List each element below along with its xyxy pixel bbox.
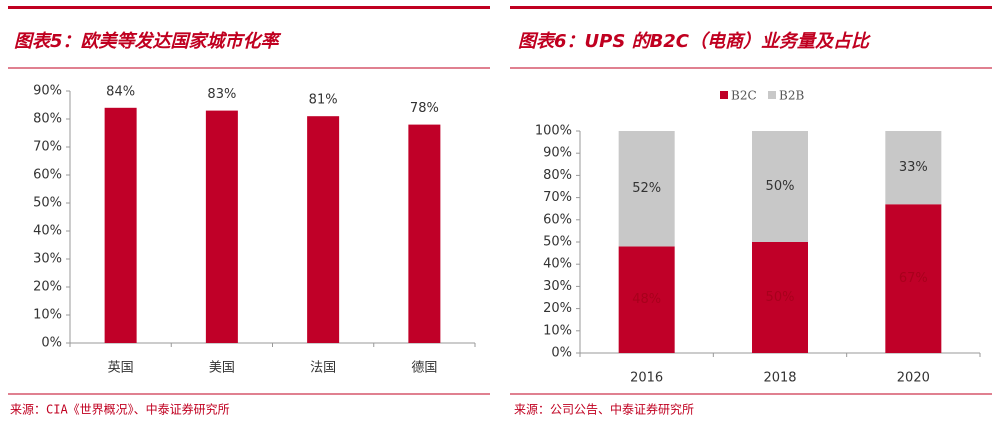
x-tick-label: 2020: [897, 371, 930, 386]
y-tick-label: 0%: [41, 336, 62, 351]
bar: [408, 124, 441, 343]
bar-segment: [618, 131, 675, 247]
top-rule: [8, 6, 490, 9]
bar-segment: [618, 246, 675, 353]
y-tick-label: 50%: [543, 235, 572, 250]
top-rule: [510, 6, 992, 9]
y-tick-label: 40%: [33, 224, 62, 239]
data-label: 83%: [207, 87, 236, 102]
y-tick-label: 60%: [33, 168, 62, 183]
y-tick-label: 20%: [543, 301, 572, 316]
data-label: 67%: [899, 271, 928, 286]
data-label: 48%: [632, 292, 661, 307]
y-tick-label: 70%: [543, 190, 572, 205]
y-tick-label: 30%: [33, 252, 62, 267]
chart-title: 图表5：欧美等发达国家城市化率: [14, 31, 282, 52]
y-tick-label: 20%: [33, 280, 62, 295]
x-tick-label: 美国: [209, 361, 235, 376]
legend-swatch: [720, 91, 728, 99]
bar-segment: [752, 131, 808, 242]
bar: [104, 107, 137, 343]
y-tick-label: 100%: [535, 124, 572, 139]
legend-swatch: [768, 91, 776, 99]
x-tick-label: 德国: [411, 361, 437, 376]
source: 来源：CIA《世界概况》、中泰证券研究所: [10, 402, 230, 417]
y-tick-label: 60%: [543, 212, 572, 227]
y-tick-label: 90%: [33, 84, 62, 99]
bar-segment: [752, 242, 808, 353]
y-tick-label: 50%: [33, 196, 62, 211]
y-tick-label: 80%: [33, 112, 62, 127]
legend-label: B2B: [779, 89, 804, 103]
y-tick-label: 10%: [543, 323, 572, 338]
bar-segment: [885, 131, 942, 205]
y-tick-label: 10%: [33, 308, 62, 323]
y-tick-label: 40%: [543, 257, 572, 272]
chart-title: 图表6：UPS 的B2C（电商）业务量及占比: [518, 31, 871, 52]
data-label: 84%: [106, 84, 135, 99]
data-label: 50%: [766, 290, 795, 305]
data-label: 33%: [899, 160, 928, 175]
data-label: 52%: [632, 181, 661, 196]
y-tick-label: 80%: [543, 168, 572, 183]
x-tick-label: 2018: [763, 371, 796, 386]
source: 来源：公司公告、中泰证券研究所: [514, 402, 694, 417]
y-tick-label: 90%: [543, 146, 572, 161]
bar-segment: [885, 204, 942, 353]
legend-label: B2C: [731, 89, 757, 103]
y-tick-label: 30%: [543, 279, 572, 294]
bar: [307, 116, 340, 343]
y-tick-label: 70%: [33, 140, 62, 155]
bar: [205, 110, 238, 343]
data-label: 78%: [410, 101, 439, 116]
x-tick-label: 法国: [310, 361, 336, 376]
y-tick-label: 0%: [551, 346, 572, 361]
data-label: 81%: [309, 93, 338, 108]
x-tick-label: 英国: [108, 361, 134, 376]
data-label: 50%: [766, 179, 795, 194]
x-tick-label: 2016: [630, 371, 663, 386]
